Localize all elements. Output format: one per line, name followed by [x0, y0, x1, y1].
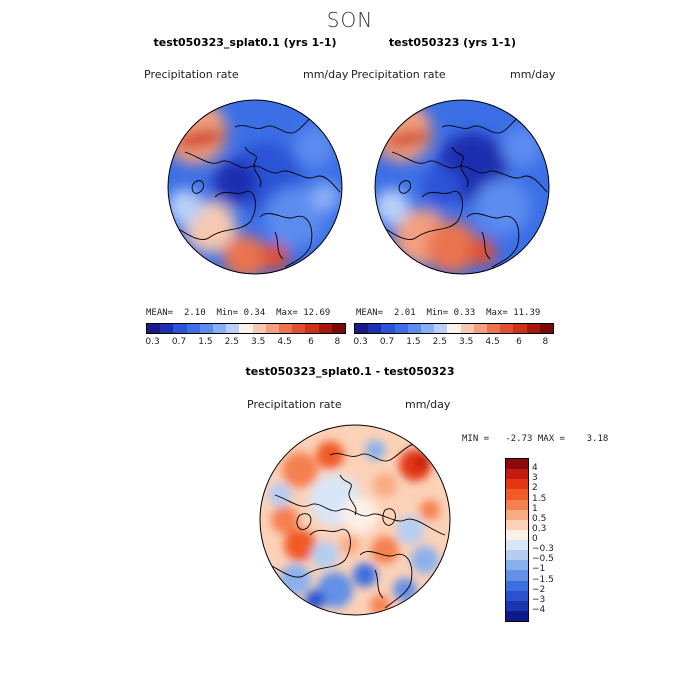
colorbar-swatch — [239, 324, 253, 333]
right-polar-map — [374, 99, 550, 275]
colorbar-swatch — [279, 324, 293, 333]
colorbar-swatch — [506, 580, 528, 591]
colorbar-swatch — [506, 519, 528, 530]
colorbar-tick-label: −3 — [532, 594, 546, 605]
colorbar-swatch — [331, 324, 346, 333]
colorbar-tick-label: 4.5 — [485, 337, 500, 347]
colorbar-tick-label: 2 — [532, 483, 538, 494]
colorbar-swatch — [265, 324, 280, 333]
colorbar-swatch — [147, 324, 161, 333]
left-colorbar-ticks: 0.3 0.7 1.5 2.5 3.5 4.5 6 8 — [145, 337, 344, 349]
colorbar-swatch — [513, 324, 527, 333]
colorbar-tick-label: −0.5 — [532, 554, 554, 565]
colorbar-swatch — [226, 324, 240, 333]
colorbar-tick-label: 0.5 — [532, 513, 547, 524]
diff-polar-map — [259, 424, 451, 616]
colorbar-swatch — [506, 570, 528, 581]
colorbar-swatch — [506, 529, 528, 540]
diff-units-label: mm/day — [405, 398, 451, 411]
colorbar-tick-label: 4.5 — [277, 337, 292, 347]
colorbar-tick-label: 0.7 — [379, 337, 395, 347]
colorbar-tick-label: 0.3 — [145, 337, 160, 347]
colorbar-swatch — [355, 324, 369, 333]
colorbar-swatch — [434, 324, 448, 333]
colorbar-swatch — [292, 324, 306, 333]
season-title: SON — [326, 8, 374, 32]
colorbar-swatch — [506, 459, 528, 470]
colorbar-swatch — [460, 324, 474, 333]
colorbar-tick-label: 1.5 — [198, 337, 213, 347]
colorbar-swatch — [186, 324, 200, 333]
colorbar-tick-label: 1.5 — [532, 493, 547, 504]
colorbar-swatch — [506, 499, 528, 510]
colorbar-tick-label: 8 — [334, 337, 341, 347]
colorbar-tick-label: 3.5 — [251, 337, 266, 347]
colorbar-swatch — [381, 324, 395, 333]
diff-colorbar — [505, 458, 529, 622]
colorbar-swatch — [506, 469, 528, 480]
colorbar-swatch — [506, 509, 528, 520]
colorbar-swatch — [160, 324, 174, 333]
diff-colorbar-ticks: 4 3 2 1.5 1 0.5 0.3 0 −0.3 −0.5 −1 −1.5 −2 −3 −4 — [532, 458, 572, 620]
colorbar-tick-label: 1.5 — [406, 337, 421, 347]
colorbar-swatch — [506, 479, 528, 490]
colorbar-swatch — [199, 324, 214, 333]
right-units-label: mm/day — [510, 68, 556, 81]
right-colorbar-ticks: 0.3 0.7 1.5 2.5 3.5 4.5 6 8 — [353, 337, 552, 349]
left-panel-title: test050323_splat0.1 (yrs 1-1) — [153, 36, 337, 49]
colorbar-tick-label: 0.3 — [353, 337, 368, 347]
diff-minmax: MIN = -2.73 MAX = 3.18 — [462, 434, 609, 444]
colorbar-swatch — [506, 540, 528, 551]
left-variable-label: Precipitation rate — [144, 68, 239, 81]
colorbar-tick-label: −0.3 — [532, 544, 554, 555]
colorbar-swatch — [506, 550, 528, 561]
colorbar-tick-label: 0 — [532, 534, 538, 544]
colorbar-swatch — [487, 324, 501, 333]
colorbar-swatch — [447, 324, 461, 333]
left-colorbar — [146, 323, 346, 334]
colorbar-swatch — [506, 600, 528, 611]
diff-panel-title: test050323_splat0.1 - test050323 — [245, 365, 455, 378]
colorbar-swatch — [394, 324, 408, 333]
colorbar-swatch — [506, 610, 528, 621]
colorbar-swatch — [318, 324, 332, 333]
colorbar-tick-label: 2.5 — [224, 337, 239, 347]
colorbar-tick-label: 8 — [542, 337, 549, 347]
colorbar-swatch — [473, 324, 488, 333]
colorbar-tick-label: 2.5 — [432, 337, 447, 347]
right-stats: MEAN= 2.01 Min= 0.33 Max= 11.39 — [356, 308, 541, 318]
colorbar-tick-label: 0.3 — [532, 523, 547, 534]
colorbar-swatch — [526, 324, 540, 333]
colorbar-swatch — [506, 489, 528, 500]
colorbar-tick-label: 0.7 — [171, 337, 187, 347]
diff-variable-label: Precipitation rate — [247, 398, 342, 411]
colorbar-tick-label: 3 — [532, 473, 538, 484]
left-units-label: mm/day — [303, 68, 349, 81]
right-panel-title: test050323 (yrs 1-1) — [388, 36, 517, 49]
colorbar-tick-label: 3.5 — [459, 337, 474, 347]
colorbar-swatch — [500, 324, 514, 333]
colorbar-swatch — [506, 590, 528, 601]
colorbar-tick-label: 6 — [308, 337, 314, 347]
colorbar-tick-label: −2 — [532, 584, 546, 595]
colorbar-swatch — [539, 324, 554, 333]
colorbar-tick-label: 4 — [532, 463, 538, 474]
left-stats: MEAN= 2.10 Min= 0.34 Max= 12.69 — [146, 308, 331, 318]
colorbar-swatch — [305, 324, 319, 333]
colorbar-tick-label: −1.5 — [532, 574, 554, 585]
colorbar-swatch — [252, 324, 266, 333]
colorbar-swatch — [368, 324, 382, 333]
colorbar-swatch — [173, 324, 187, 333]
colorbar-tick-label: −4 — [532, 604, 546, 615]
colorbar-tick-label: −1 — [532, 564, 546, 575]
right-colorbar — [354, 323, 554, 334]
colorbar-swatch — [506, 560, 528, 571]
colorbar-swatch — [213, 324, 227, 333]
right-variable-label: Precipitation rate — [351, 68, 446, 81]
colorbar-tick-label: 1 — [532, 503, 538, 514]
colorbar-swatch — [407, 324, 422, 333]
left-polar-map — [167, 99, 343, 275]
colorbar-tick-label: 6 — [516, 337, 522, 347]
colorbar-swatch — [421, 324, 435, 333]
